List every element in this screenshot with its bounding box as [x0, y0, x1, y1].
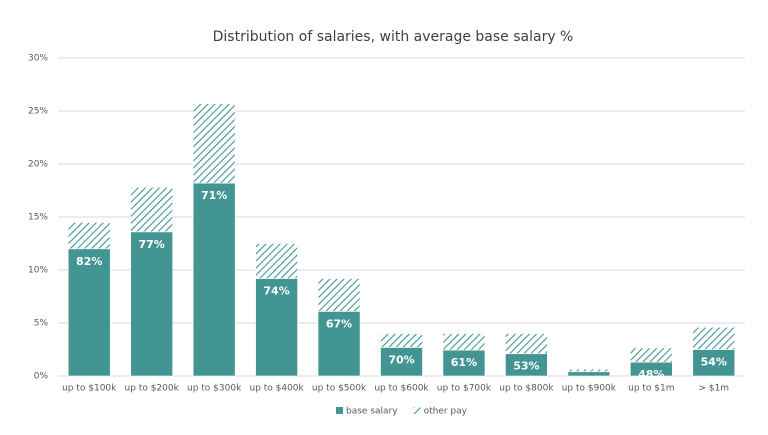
data-label: 82%	[76, 255, 102, 268]
y-tick-label: 5%	[34, 319, 49, 329]
bar-segment	[255, 278, 298, 377]
bar-segment	[67, 248, 111, 377]
bar-segment	[692, 326, 736, 350]
y-tick-label: 25%	[28, 107, 48, 117]
x-tick-label: up to $200k	[125, 384, 180, 394]
data-label: 53%	[513, 360, 539, 373]
data-label: 77%	[139, 238, 165, 251]
bar-segment	[380, 333, 423, 348]
x-tick-label: > $1m	[698, 384, 729, 394]
data-label: 54%	[701, 356, 727, 369]
bar-segment	[380, 347, 423, 377]
y-tick-label: 0%	[34, 372, 49, 382]
bar-segment	[130, 187, 173, 233]
x-tick-label: up to $800k	[499, 384, 554, 394]
bar-segment	[67, 222, 111, 250]
bar-segment	[630, 347, 673, 363]
bar-segment	[692, 349, 736, 377]
chart-title: Distribution of salaries, with average b…	[213, 29, 574, 45]
bar-segment	[255, 243, 298, 279]
legend-label: other pay	[424, 407, 468, 417]
bar-segment	[567, 368, 611, 373]
bar-segment	[192, 182, 236, 377]
bar-segment	[442, 333, 486, 351]
bar-segment	[505, 333, 548, 355]
x-tick-label: up to $500k	[312, 384, 367, 394]
x-tick-label: up to $700k	[437, 384, 492, 394]
bar-segment	[192, 103, 236, 184]
data-label: 74%	[263, 284, 289, 297]
y-tick-label: 10%	[28, 266, 48, 276]
bar-segment	[317, 311, 361, 377]
legend-swatch	[336, 407, 343, 414]
y-tick-label: 20%	[28, 160, 48, 170]
bar-segment	[442, 349, 486, 377]
x-tick-label: up to $100k	[62, 384, 117, 394]
data-label: 48%	[638, 368, 664, 381]
bar-segment	[130, 231, 173, 377]
legend-label: base salary	[346, 407, 398, 417]
data-label: 70%	[388, 353, 414, 366]
legend-swatch	[413, 407, 421, 414]
x-tick-label: up to $400k	[249, 384, 304, 394]
y-tick-label: 30%	[28, 54, 48, 64]
bar-segment	[567, 371, 611, 377]
y-tick-label: 15%	[28, 213, 48, 223]
x-tick-label: up to $300k	[187, 384, 242, 394]
bar-segment	[317, 278, 361, 312]
x-tick-label: up to $1m	[628, 384, 674, 394]
x-tick-label: up to $600k	[374, 384, 429, 394]
data-label: 61%	[451, 356, 477, 369]
data-label: 67%	[326, 317, 352, 330]
x-tick-label: up to $900k	[562, 384, 617, 394]
data-label: 71%	[201, 189, 227, 202]
